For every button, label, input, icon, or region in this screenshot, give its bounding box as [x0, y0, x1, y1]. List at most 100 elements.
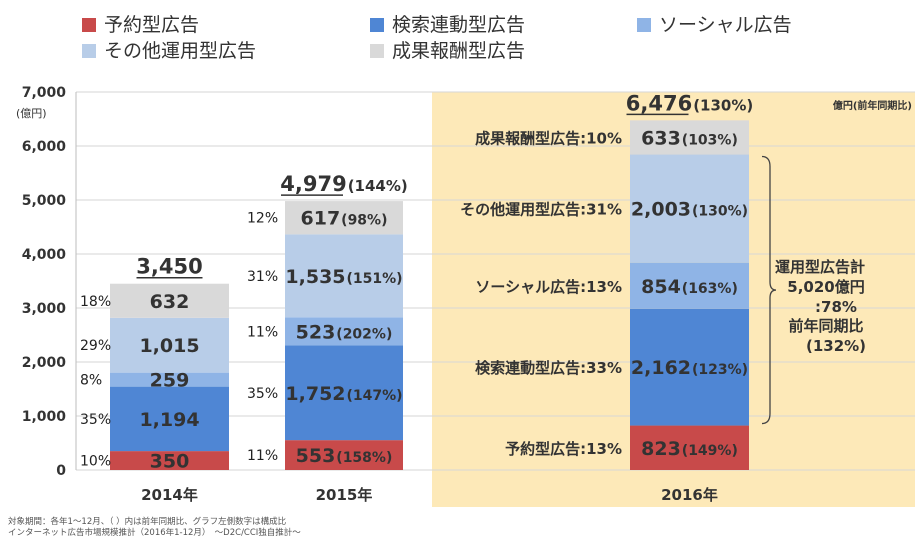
- operated-ads-annotation-line: :78%: [815, 298, 857, 316]
- bar-segment-growth: (202%): [336, 326, 392, 342]
- bar-segment-growth: (158%): [336, 450, 392, 466]
- bar-segment: [285, 345, 403, 441]
- x-category-label: 2016年: [661, 486, 718, 504]
- y-tick-label: 6,000: [22, 139, 67, 155]
- bar-segment-share: 35%: [247, 386, 278, 402]
- operated-ads-annotation-line: 運用型広告計: [775, 258, 865, 276]
- y-tick-label: 0: [56, 463, 66, 479]
- footnote: 対象期間：各年1～12月、（ ）内は前年同期比、グラフ左側数字は構成比: [8, 516, 286, 527]
- bar-segment-growth: (103%): [682, 132, 738, 148]
- bar-total-growth: (144%): [348, 177, 408, 195]
- bar-segment-value: 1,535(151%): [285, 266, 402, 288]
- bar-segment-growth: (163%): [682, 281, 738, 297]
- bar-segment-value-number: 823: [641, 438, 681, 460]
- bar-segment-value: 350: [150, 451, 190, 473]
- bar-segment: [285, 440, 403, 470]
- bar-segment-growth: (147%): [347, 388, 403, 404]
- segment-share-label-2016: 成果報酬型広告:10%: [475, 129, 622, 147]
- bar-segment-value-number: 1,752: [285, 383, 345, 405]
- bar-segment: [630, 262, 749, 309]
- bar-segment-share: 12%: [247, 211, 278, 227]
- bar-segment-share: 10%: [80, 454, 111, 470]
- bar-segment-share: 31%: [247, 269, 278, 285]
- y-unit-label: (億円): [16, 107, 47, 120]
- bar-segment-value-number: 633: [641, 127, 681, 149]
- bar-segment: [630, 154, 749, 263]
- y-tick-label: 4,000: [22, 247, 67, 263]
- legend-swatch: [637, 18, 651, 32]
- bar-segment-share: 8%: [80, 373, 102, 389]
- y-tick-label: 3,000: [22, 301, 67, 317]
- bar-segment-value: 523(202%): [296, 321, 393, 343]
- unit-note-2016: 億円(前年同期比): [833, 99, 912, 112]
- bar-segment: [285, 201, 403, 235]
- bar-total-value: 4,979: [280, 172, 346, 196]
- bar-segment-value: 617(98%): [301, 208, 388, 230]
- segment-share-label-2016: ソーシャル広告:13%: [475, 278, 622, 296]
- bar-segment-value-number: 553: [296, 445, 336, 467]
- bar-segment-value: 854(163%): [641, 276, 738, 298]
- bar-segment-value-number: 632: [150, 291, 190, 313]
- legend-item-label: 成果報酬型広告: [392, 40, 525, 62]
- bar-segment-value: 259: [150, 370, 190, 392]
- bar-segment: [110, 386, 229, 452]
- bar-segment-value: 633(103%): [641, 127, 738, 149]
- bar-segment-value: 632: [150, 291, 190, 313]
- legend-item-label: 予約型広告: [104, 14, 199, 36]
- bar-segment: [285, 234, 403, 318]
- y-tick-label: 2,000: [22, 355, 67, 371]
- bar-total: 3,450: [136, 255, 202, 279]
- bar-segment-value-number: 523: [296, 321, 336, 343]
- operated-ads-bracket: [761, 155, 777, 425]
- bar-segment-share: 18%: [80, 294, 111, 310]
- y-tick-label: 1,000: [22, 409, 67, 425]
- y-tick-label: 5,000: [22, 193, 67, 209]
- bar-segment-growth: (130%): [692, 204, 748, 220]
- legend-item-label: その他運用型広告: [104, 40, 256, 62]
- bar-segment-value-number: 259: [150, 370, 190, 392]
- legend-swatch: [370, 44, 384, 58]
- bar-segment-share: 11%: [247, 448, 278, 464]
- bar-segment-value-number: 350: [150, 451, 190, 473]
- bar-segment-share: 35%: [80, 412, 111, 428]
- bar-segment-value: 823(149%): [641, 438, 738, 460]
- segment-share-label-2016: 予約型広告:13%: [505, 440, 622, 458]
- bar-segment-value: 1,752(147%): [285, 383, 402, 405]
- legend-item-label: ソーシャル広告: [659, 14, 792, 36]
- bar-total-value: 6,476: [626, 91, 692, 115]
- footnote: インターネット広告市場規模推計（2016年1-12月） ～D2C/CCI独自推計…: [8, 527, 301, 538]
- bar-segment-value-number: 1,194: [139, 409, 199, 431]
- bar-segment-growth: (123%): [692, 362, 748, 378]
- bar-segment-value-number: 617: [301, 208, 341, 230]
- bar-segment: [110, 283, 229, 318]
- segment-share-label-2016: その他運用型広告:31%: [460, 201, 622, 219]
- bar-total: 4,979(144%): [280, 172, 408, 196]
- operated-ads-annotation-line: 前年同期比: [788, 317, 863, 335]
- bar-segment-value: 553(158%): [296, 445, 393, 467]
- bar-segment-value-number: 1,535: [285, 266, 345, 288]
- legend-swatch: [82, 18, 96, 32]
- bar-segment: [110, 372, 229, 387]
- legend-swatch: [82, 44, 96, 58]
- bar-segment: [630, 120, 749, 155]
- operated-ads-annotation-line: (132%): [806, 337, 866, 355]
- bar-segment-value-number: 2,162: [631, 357, 691, 379]
- bar-segment-value: 2,162(123%): [631, 357, 748, 379]
- x-category-label: 2014年: [141, 486, 198, 504]
- legend-swatch: [370, 18, 384, 32]
- bar-segment-value: 1,194: [139, 409, 199, 431]
- bar-segment-share: 29%: [80, 338, 111, 354]
- bar-segment: [110, 317, 229, 373]
- bar-segment-value: 2,003(130%): [631, 199, 748, 221]
- bar-segment-share: 11%: [247, 324, 278, 340]
- bar-segment-growth: (149%): [682, 443, 738, 459]
- bar-segment: [110, 451, 229, 470]
- bar-segment-growth: (151%): [347, 271, 403, 287]
- bar-total: 6,476(130%): [626, 91, 754, 115]
- bar-segment-value-number: 854: [641, 276, 681, 298]
- bar-total-value: 3,450: [136, 255, 202, 279]
- segment-share-label-2016: 検索連動型広告:33%: [475, 359, 622, 377]
- bar-segment: [630, 308, 749, 426]
